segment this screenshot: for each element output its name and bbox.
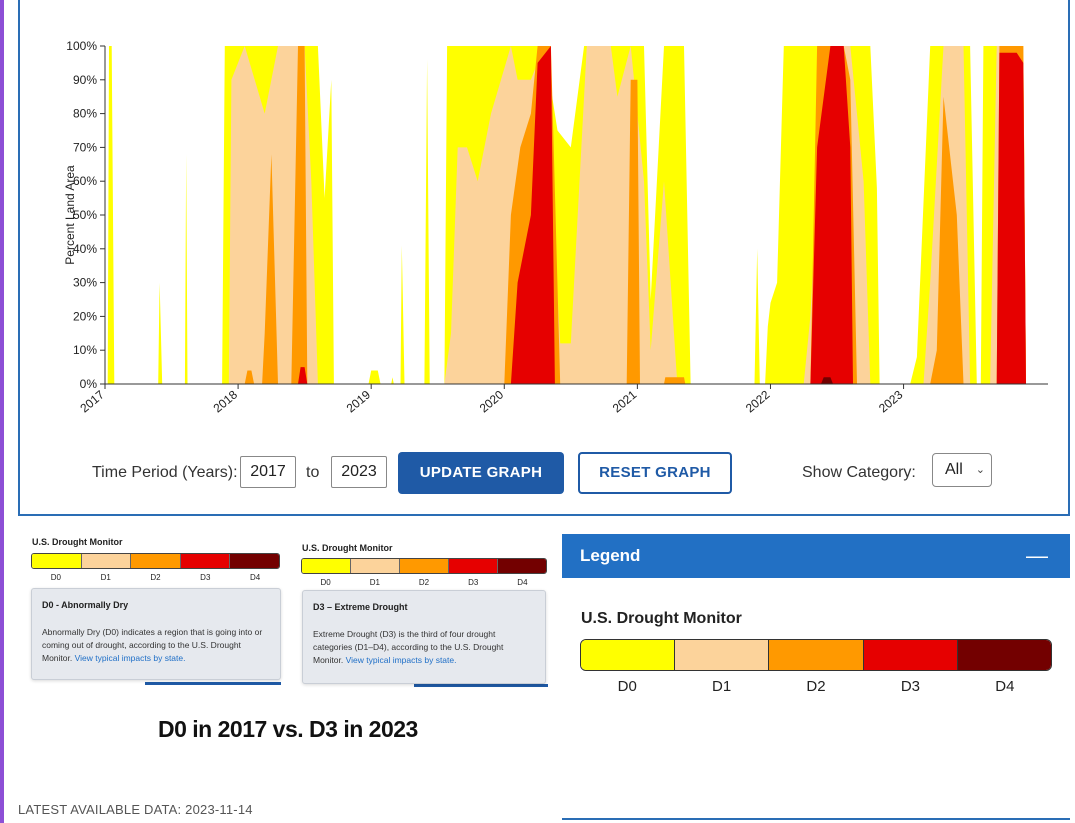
legend-header[interactable]: Legend — — [562, 534, 1070, 578]
snippet-left-button-edge — [145, 682, 281, 685]
legend-swatch-d1 — [675, 640, 770, 670]
snippet-right-label-d1: D1 — [369, 578, 380, 587]
snippet-right-label-d2: D2 — [418, 578, 430, 587]
y-tick-label: 60% — [73, 174, 97, 188]
snippet-right-label-d4: D4 — [517, 578, 528, 587]
legend-label-d4: D4 — [995, 678, 1015, 695]
snippet-right-swatch-d0 — [302, 559, 351, 573]
left-accent-rule — [0, 0, 4, 823]
chart-card: 0% 10% 20% 30% 40% 50% 60% 70% 80% 90% 100% 2017 201… — [18, 0, 1070, 516]
legend-label-d3: D3 — [900, 678, 921, 695]
snippet-right-colorbar — [301, 558, 547, 574]
snippet-left-labels: D0 D1 D2 D3 D4 — [31, 573, 280, 582]
show-category-label: Show Category: — [802, 464, 916, 481]
snippet-left-swatch-d3 — [180, 554, 231, 568]
snippet-right-tooltip: D3 – Extreme Drought Extreme Drought (D3… — [302, 590, 546, 684]
tooltip-d0-body: Abnormally Dry (D0) indicates a region t… — [42, 627, 263, 663]
time-period-label: Time Period (Years): — [92, 464, 238, 481]
end-year-input[interactable]: 2023 — [331, 456, 387, 488]
tooltip-d3-body: Extreme Drought (D3) is the third of fou… — [313, 629, 504, 665]
legend-header-title: Legend — [580, 546, 641, 565]
chevron-down-icon: ⌄ — [975, 464, 985, 476]
x-tick-label: 2023 — [876, 387, 906, 415]
y-tick-label: 90% — [73, 73, 97, 87]
x-tick-label: 2019 — [344, 387, 374, 415]
snippet-left-label-d2: D2 — [150, 573, 161, 582]
snippet-left-label-d0: D0 — [50, 573, 62, 582]
snippet-right-labels: D0 D1 D2 D3 D4 — [301, 578, 547, 587]
snippet-left-title: U.S. Drought Monitor — [32, 537, 123, 547]
x-tick-label: 2020 — [477, 387, 507, 415]
legend-labels: D0 D1 D2 D3 D4 — [580, 678, 1052, 695]
snippet-right-title: U.S. Drought Monitor — [302, 543, 393, 553]
legend-swatch-d3 — [863, 640, 958, 670]
latest-data-note: LATEST AVAILABLE DATA: 2023-11-14 — [18, 802, 253, 817]
legend-label-d0: D0 — [617, 678, 637, 695]
comparison-caption: D0 in 2017 vs. D3 in 2023 — [158, 716, 418, 742]
legend-swatch-d2 — [769, 640, 864, 670]
legend-colorbar — [580, 639, 1052, 671]
snippet-right-swatch-d1 — [351, 559, 400, 573]
y-tick-label: 100% — [66, 39, 97, 53]
show-category-select[interactable]: All ⌄ — [932, 453, 992, 487]
y-tick-label: 40% — [73, 242, 97, 256]
legend-swatch-d0 — [581, 640, 676, 670]
y-tick-label: 0% — [80, 377, 98, 391]
tooltip-d0-title: D0 - Abnormally Dry — [42, 600, 129, 610]
series-area-d0 — [105, 46, 1026, 384]
series-area-d3 — [105, 46, 1026, 384]
y-tick-label: 80% — [73, 107, 97, 121]
legend-label-d2: D2 — [806, 678, 826, 695]
x-tick-label: 2017 — [77, 387, 107, 415]
snippet-left-label-d3: D3 — [200, 573, 211, 582]
show-category-value: All — [945, 461, 963, 478]
x-tick-label: 2018 — [211, 387, 241, 415]
legend-subtitle: U.S. Drought Monitor — [581, 610, 742, 627]
snippet-left-label-d1: D1 — [100, 573, 111, 582]
snippet-left-swatch-d2 — [131, 554, 181, 568]
y-tick-label: 30% — [73, 276, 97, 290]
y-tick-label: 70% — [73, 140, 97, 154]
legend-swatch-d4 — [957, 640, 1051, 670]
x-tick-label: 2022 — [743, 387, 773, 415]
reset-graph-button[interactable]: RESET GRAPH — [578, 452, 732, 494]
snippet-left-swatch-d4 — [230, 554, 279, 568]
x-tick-label: 2021 — [610, 387, 640, 415]
y-tick-label: 10% — [73, 343, 97, 357]
view-impacts-link[interactable]: View typical impacts by state. — [74, 653, 186, 663]
y-tick-label: 20% — [73, 309, 97, 323]
snippet-right-swatch-d4 — [498, 559, 546, 573]
start-year-input[interactable]: 2017 — [240, 456, 296, 488]
y-axis-title: Percent Land Area — [63, 165, 77, 265]
snippet-left-swatch-d0 — [32, 554, 82, 568]
graph-controls: Time Period (Years): 2017 to 2023 UPDATE… — [20, 450, 1070, 500]
legend-bottom-rule — [562, 818, 1070, 820]
snippet-left-label-d4: D4 — [249, 573, 261, 582]
snippet-right-label-d0: D0 — [320, 578, 331, 587]
legend-label-d1: D1 — [712, 678, 732, 695]
snippet-left-colorbar — [31, 553, 280, 569]
snippet-right-label-d3: D3 — [468, 578, 479, 587]
snippet-left-tooltip: D0 - Abnormally Dry Abnormally Dry (D0) … — [31, 588, 281, 680]
collapse-icon[interactable]: — — [1026, 543, 1048, 568]
snippet-right-swatch-d2 — [400, 559, 449, 573]
snippet-right-button-edge — [414, 684, 548, 687]
y-tick-label: 50% — [73, 208, 97, 222]
snippet-right-swatch-d3 — [449, 559, 498, 573]
view-impacts-link[interactable]: View typical impacts by state. — [345, 655, 457, 665]
update-graph-button[interactable]: UPDATE GRAPH — [398, 452, 564, 494]
tooltip-d3-title: D3 – Extreme Drought — [313, 602, 408, 612]
to-label: to — [306, 464, 320, 481]
drought-area-chart: 0% 10% 20% 30% 40% 50% 60% 70% 80% 90% 100% 2017 201… — [63, 39, 1048, 415]
snippet-left-swatch-d1 — [81, 554, 132, 568]
